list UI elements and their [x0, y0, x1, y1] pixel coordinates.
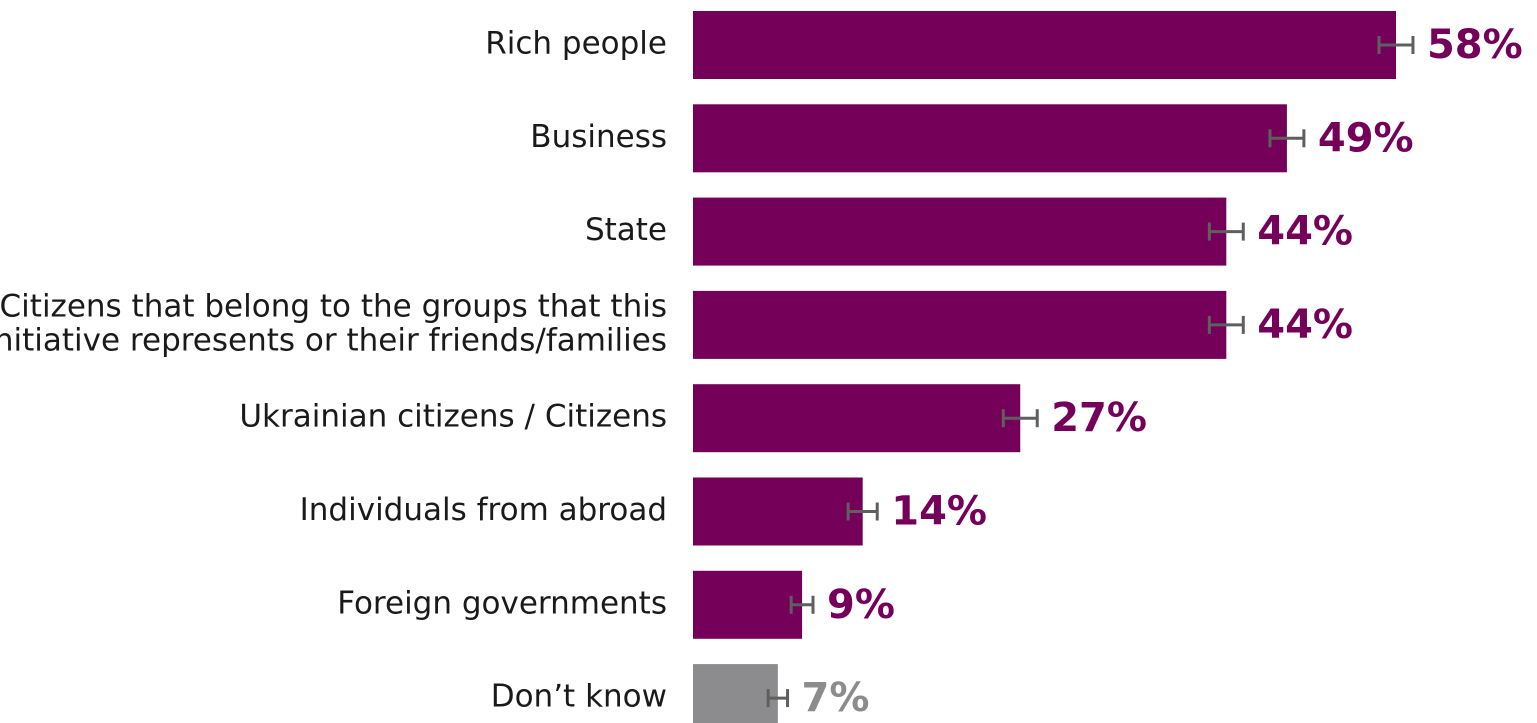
- category-label: Citizens that belong to the groups that …: [0, 288, 667, 324]
- category-label: State: [585, 212, 667, 248]
- bar: [693, 570, 803, 639]
- category-label: Rich people: [485, 26, 667, 62]
- bar: [693, 384, 1021, 453]
- data-label: 44%: [1257, 209, 1353, 255]
- category-label: Don’t know: [491, 679, 667, 715]
- data-label: 14%: [891, 489, 987, 535]
- category-label: initiative represents or their friends/f…: [0, 322, 667, 358]
- data-label: 44%: [1257, 302, 1353, 348]
- data-label: 58%: [1427, 22, 1523, 68]
- bar: [693, 11, 1396, 79]
- category-label: Individuals from abroad: [300, 492, 667, 528]
- data-label: 7%: [802, 675, 870, 721]
- bar: [693, 664, 778, 723]
- category-label: Business: [530, 119, 667, 155]
- data-label: 9%: [827, 582, 895, 628]
- bar: [693, 290, 1227, 359]
- data-label: 27%: [1051, 395, 1147, 441]
- category-label: Ukrainian citizens / Citizens: [239, 399, 667, 435]
- bar: [693, 197, 1227, 266]
- data-label: 49%: [1318, 115, 1414, 161]
- category-label: Foreign governments: [337, 585, 667, 621]
- bar: [693, 104, 1287, 173]
- bar: [693, 477, 863, 546]
